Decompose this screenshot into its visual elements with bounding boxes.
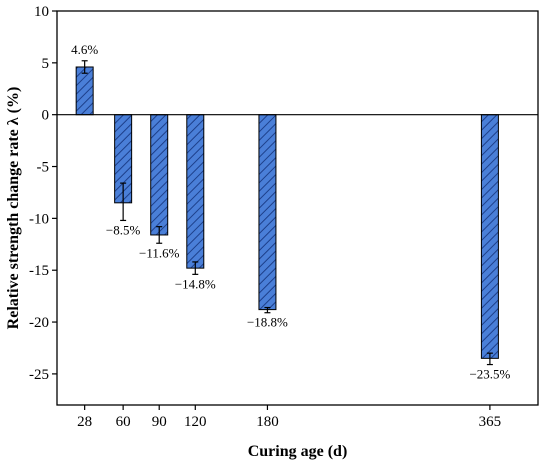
y-tick-label-5: 5: [42, 56, 50, 72]
data-label-365: −23.5%: [469, 367, 510, 382]
data-label-180: −18.8%: [247, 315, 288, 330]
y-tick-label--10: -10: [29, 211, 49, 227]
y-tick-label--15: -15: [29, 263, 49, 279]
data-label-120: −14.8%: [175, 276, 216, 291]
error-bar-365: [486, 352, 493, 366]
bar-90: [150, 114, 169, 236]
bar-180: [258, 114, 277, 311]
x-tick-label-180: 180: [256, 414, 279, 430]
y-axis-title: Relative strength change rate λ (%): [5, 87, 22, 330]
y-tick-label-0: 0: [42, 108, 50, 124]
data-label-28: 4.6%: [71, 42, 98, 57]
x-tick-label-365: 365: [479, 414, 502, 430]
bar-28: [75, 66, 94, 116]
y-tick-label-10: 10: [34, 4, 49, 20]
bar-120: [186, 114, 205, 269]
data-label-90: −11.6%: [139, 245, 180, 260]
x-axis-title: Curing age (d): [248, 443, 348, 460]
y-tick-label--20: -20: [29, 315, 49, 331]
error-bar-120: [192, 261, 199, 275]
data-label-60: −8.5%: [106, 222, 141, 237]
error-bar-60: [120, 182, 127, 222]
bar-365: [480, 114, 499, 359]
y-tick-label--25: -25: [29, 367, 49, 383]
error-bar-180: [264, 306, 271, 314]
x-tick-label-28: 28: [77, 414, 92, 430]
x-tick-label-90: 90: [152, 414, 167, 430]
error-bar-28: [81, 60, 88, 74]
error-bar-90: [156, 226, 163, 244]
x-tick-label-60: 60: [116, 414, 131, 430]
x-tick-label-120: 120: [184, 414, 207, 430]
y-tick-label--5: -5: [37, 160, 50, 176]
plot-frame: [56, 10, 539, 406]
